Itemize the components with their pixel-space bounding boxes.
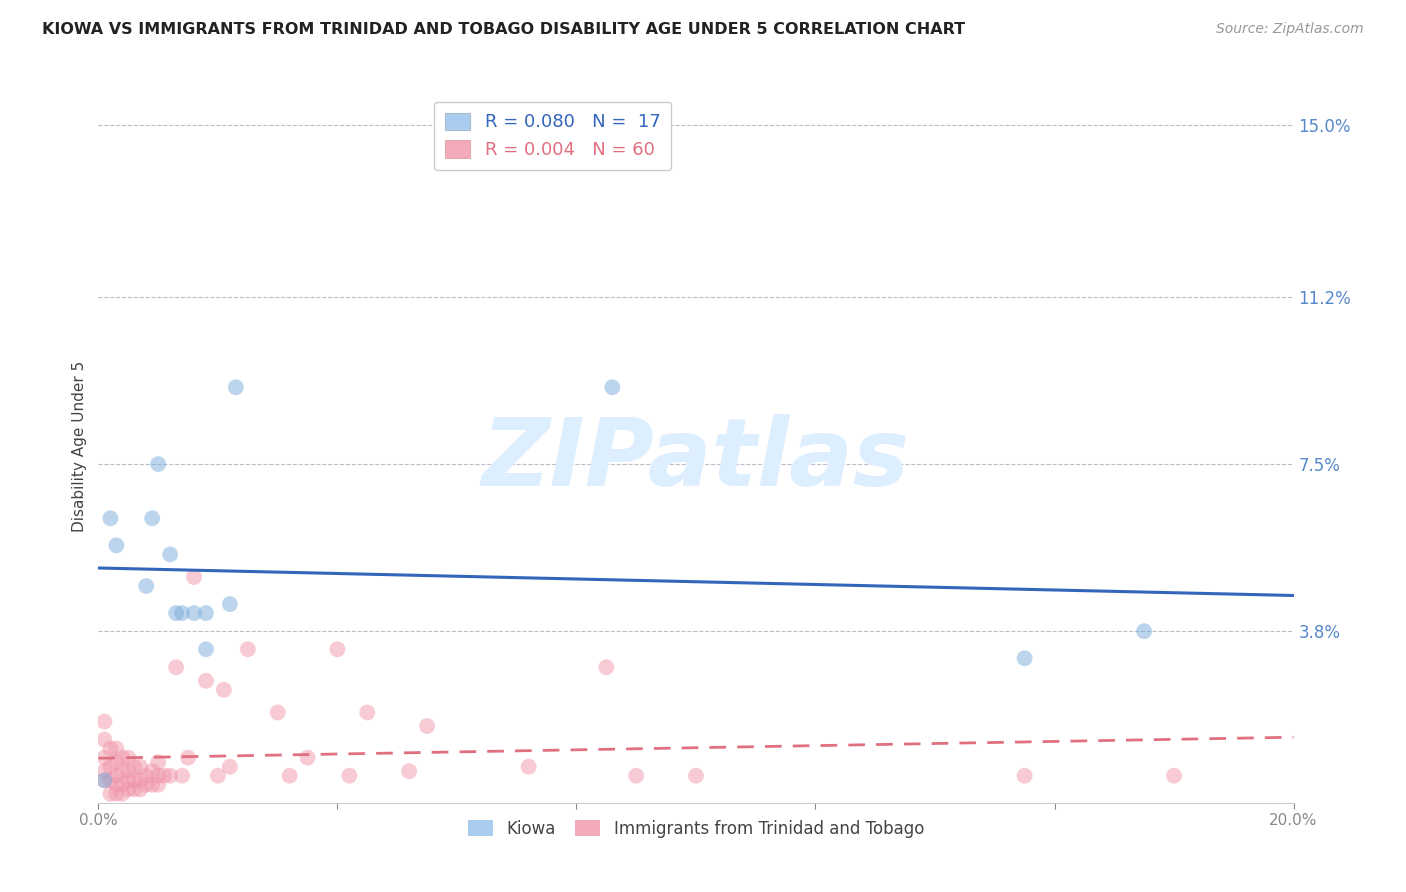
Point [93, 773, 115, 788]
Point [124, 759, 146, 773]
Point [195, 673, 218, 688]
Text: KIOWA VS IMMIGRANTS FROM TRINIDAD AND TOBAGO DISABILITY AGE UNDER 5 CORRELATION : KIOWA VS IMMIGRANTS FROM TRINIDAD AND TO… [42, 22, 966, 37]
Point [98, 759, 122, 773]
Point [225, 380, 247, 394]
Point [111, 764, 134, 779]
Point [141, 764, 163, 779]
Point [177, 750, 200, 764]
Point [93, 764, 115, 779]
Point [207, 769, 229, 783]
Point [326, 642, 349, 657]
Point [165, 606, 187, 620]
Point [105, 755, 128, 769]
Point [93, 750, 115, 764]
Point [141, 778, 163, 792]
Point [153, 769, 176, 783]
Point [183, 570, 205, 584]
Point [148, 755, 170, 769]
Point [356, 706, 378, 720]
Point [297, 750, 319, 764]
Text: Source: ZipAtlas.com: Source: ZipAtlas.com [1216, 22, 1364, 37]
Point [172, 606, 194, 620]
Point [124, 773, 146, 788]
Point [517, 759, 540, 773]
Point [117, 764, 139, 779]
Text: ZIPatlas: ZIPatlas [482, 414, 910, 507]
Point [278, 769, 301, 783]
Point [93, 732, 115, 747]
Point [212, 682, 235, 697]
Point [165, 660, 187, 674]
Point [111, 787, 134, 801]
Point [129, 773, 152, 788]
Point [339, 769, 361, 783]
Point [105, 787, 128, 801]
Point [98, 787, 122, 801]
Point [219, 759, 242, 773]
Point [111, 750, 134, 764]
Point [105, 769, 128, 783]
Point [148, 769, 170, 783]
Point [98, 511, 122, 525]
Point [595, 660, 617, 674]
Point [159, 769, 181, 783]
Point [135, 579, 157, 593]
Point [129, 782, 152, 797]
Point [117, 782, 139, 797]
Point [98, 773, 122, 788]
Point [117, 750, 139, 764]
Point [626, 769, 648, 783]
Point [172, 769, 194, 783]
Point [1163, 769, 1185, 783]
Point [1133, 624, 1156, 639]
Point [195, 606, 218, 620]
Point [135, 778, 157, 792]
Point [105, 778, 128, 792]
Legend: Kiowa, Immigrants from Trinidad and Tobago: Kiowa, Immigrants from Trinidad and Toba… [461, 814, 931, 845]
Point [129, 759, 152, 773]
Point [416, 719, 439, 733]
Y-axis label: Disability Age Under 5: Disability Age Under 5 [72, 360, 87, 532]
Point [183, 606, 205, 620]
Point [1014, 651, 1036, 665]
Point [602, 380, 624, 394]
Point [685, 769, 707, 783]
Point [159, 548, 181, 562]
Point [93, 714, 115, 729]
Point [1014, 769, 1036, 783]
Point [98, 741, 122, 756]
Point [105, 741, 128, 756]
Point [135, 769, 157, 783]
Point [141, 511, 163, 525]
Point [398, 764, 420, 779]
Point [195, 642, 218, 657]
Point [219, 597, 242, 611]
Point [148, 457, 170, 471]
Point [111, 778, 134, 792]
Point [124, 782, 146, 797]
Point [267, 706, 290, 720]
Point [105, 538, 128, 552]
Point [117, 773, 139, 788]
Point [148, 778, 170, 792]
Point [236, 642, 259, 657]
Point [93, 773, 115, 788]
